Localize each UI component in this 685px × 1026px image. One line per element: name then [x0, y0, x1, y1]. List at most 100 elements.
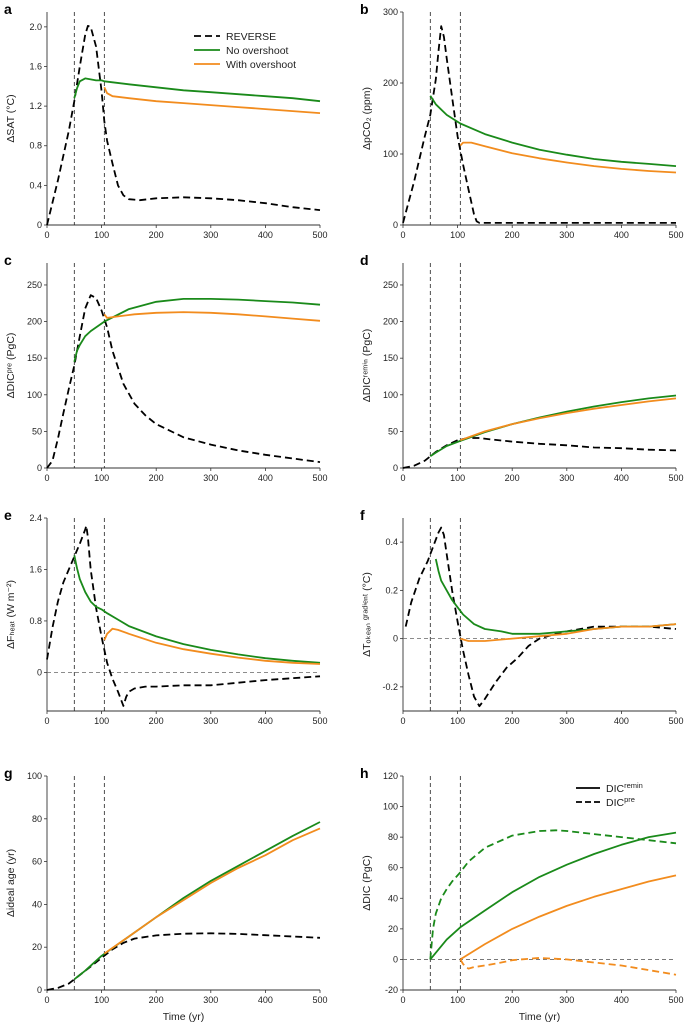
series-line-reverse — [46, 524, 321, 707]
x-tick-label: 200 — [505, 473, 520, 483]
x-tick-label: 200 — [505, 230, 520, 240]
y-tick-label: 250 — [27, 280, 42, 290]
y-tick-label: 40 — [388, 893, 398, 903]
y-tick-label: 0 — [393, 954, 398, 964]
y-tick-label: 1.2 — [29, 101, 42, 111]
y-axis-label: ΔDICʳᵉᵐⁱⁿ (PgC) — [361, 329, 373, 403]
legend-dic-remin-label: DICremin — [606, 781, 643, 795]
series-line-reverse — [46, 932, 321, 991]
y-tick-label: 60 — [32, 857, 42, 867]
y-tick-label: 60 — [388, 863, 398, 873]
x-tick-label: 0 — [44, 473, 49, 483]
x-tick-label: 500 — [668, 473, 683, 483]
y-tick-label: -0.2 — [382, 682, 398, 692]
panel-f: 0 100 200 300 400 500 -0.2 0 0.2 0.4 f ΔTₒₖₑₐₙ ᵍʳᵃᵈ… — [360, 507, 684, 726]
legend-reverse-label: REVERSE — [226, 31, 276, 43]
panel-label-f: f — [360, 507, 365, 523]
series-line-no-overshoot — [73, 297, 321, 363]
series-line-reverse — [404, 526, 677, 708]
y-tick-label: 0.8 — [29, 141, 42, 151]
y-axis-label: ΔDICᵖʳᵉ (PgC) — [5, 333, 17, 399]
x-tick-label: 500 — [312, 716, 327, 726]
x-tick-label: 100 — [450, 995, 465, 1005]
x-tick-label: 100 — [94, 995, 109, 1005]
x-tick-label: 0 — [400, 230, 405, 240]
series-line-with-overshoot — [103, 311, 321, 322]
x-tick-label: 200 — [149, 716, 164, 726]
y-tick-label: 20 — [32, 942, 42, 952]
x-tick-label: 200 — [505, 995, 520, 1005]
x-tick-label: 100 — [450, 230, 465, 240]
y-tick-label: 0 — [37, 667, 42, 677]
x-tick-label: 500 — [668, 716, 683, 726]
y-tick-label: 120 — [383, 771, 398, 781]
x-tick-label: 100 — [94, 230, 109, 240]
x-tick-label: 100 — [450, 473, 465, 483]
x-tick-label: 200 — [149, 473, 164, 483]
x-tick-label: 500 — [312, 995, 327, 1005]
x-tick-label: 0 — [44, 230, 49, 240]
panel-label-g: g — [4, 765, 13, 781]
panel-label-c: c — [4, 252, 12, 268]
x-tick-label: 300 — [559, 995, 574, 1005]
y-tick-label: 0.4 — [29, 180, 42, 190]
x-tick-label: 100 — [94, 473, 109, 483]
x-tick-label: 400 — [258, 716, 273, 726]
panel-d: 0 100 200 300 400 500 0 50 100 150 200 250 d ΔDICʳᵉᵐⁱ… — [360, 252, 684, 483]
panel-label-b: b — [360, 1, 369, 17]
y-tick-label: 150 — [27, 353, 42, 363]
legend-dic-pre-label: DICpre — [606, 795, 635, 809]
y-tick-label: 50 — [388, 426, 398, 436]
y-tick-label: 200 — [27, 317, 42, 327]
y-tick-label: 100 — [383, 149, 398, 159]
x-tick-label: 300 — [559, 716, 574, 726]
series-line-with-overshoot — [459, 141, 677, 174]
panel-h: 0 100 200 300 400 500-20020406080100120hΔDIC … — [360, 765, 684, 1023]
y-tick-label: 100 — [383, 802, 398, 812]
panel-label-e: e — [4, 507, 12, 523]
series-line-with-overshoot-dic-remin — [459, 874, 677, 961]
y-tick-label: 1.6 — [29, 61, 42, 71]
y-tick-label: 0 — [37, 220, 42, 230]
series-line-reverse — [46, 294, 321, 469]
x-tick-label: 400 — [258, 230, 273, 240]
series-line-with-overshoot — [103, 86, 321, 114]
series-line-no-overshoot-dic-pre — [429, 829, 677, 960]
y-tick-label: 200 — [383, 317, 398, 327]
y-tick-label: 0.2 — [385, 585, 398, 595]
panel-g: 0 100 200 300 400 500 0 20 40 60 80 100 g Δideal age … — [4, 765, 328, 1023]
series-line-reverse — [402, 437, 677, 469]
y-tick-label: 250 — [383, 280, 398, 290]
x-tick-label: 200 — [149, 230, 164, 240]
y-tick-label: 100 — [27, 390, 42, 400]
x-tick-label: 300 — [559, 473, 574, 483]
series-line-no-overshoot — [429, 394, 677, 458]
y-tick-label: 1.6 — [29, 564, 42, 574]
series-line-reverse — [46, 24, 321, 226]
x-tick-label: 100 — [450, 716, 465, 726]
x-tick-label: 0 — [44, 716, 49, 726]
series-line-with-overshoot — [103, 627, 321, 665]
y-axis-label: ΔDIC (PgC) — [361, 855, 373, 910]
x-tick-label: 400 — [258, 995, 273, 1005]
series-line-with-overshoot — [460, 623, 677, 642]
y-tick-label: 200 — [383, 78, 398, 88]
y-tick-label: 100 — [383, 390, 398, 400]
panel-label-a: a — [4, 1, 12, 17]
y-tick-label: 80 — [388, 832, 398, 842]
series-line-no-overshoot — [73, 555, 321, 664]
x-axis-label: Time (yr) — [163, 1011, 205, 1023]
x-tick-label: 500 — [668, 230, 683, 240]
y-axis-label: ΔpCO₂ (ppm) — [361, 87, 373, 150]
y-tick-label: 80 — [32, 814, 42, 824]
x-tick-label: 500 — [312, 473, 327, 483]
x-tick-label: 0 — [44, 995, 49, 1005]
x-tick-label: 400 — [258, 473, 273, 483]
series-line-no-overshoot — [73, 77, 321, 103]
panel-c: 0 100 200 300 400 500 0 50 100 150 200 250 c ΔDICᵖʳᵉ … — [4, 252, 328, 483]
series-line-no-overshoot — [429, 95, 677, 167]
series-line-with-overshoot — [459, 397, 677, 442]
y-tick-label: 0 — [393, 634, 398, 644]
y-axis-label: ΔSAT (°C) — [5, 94, 17, 142]
y-tick-label: 2.4 — [29, 513, 42, 523]
